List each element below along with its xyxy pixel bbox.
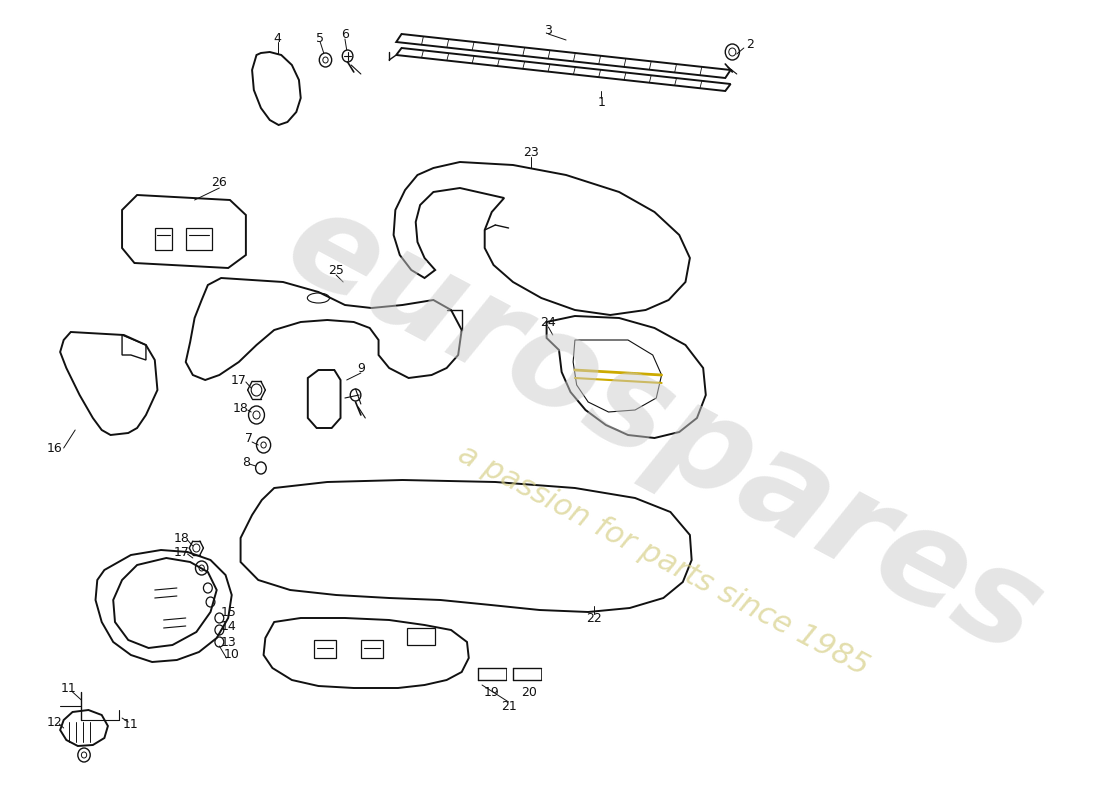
Text: a passion for parts since 1985: a passion for parts since 1985	[453, 439, 873, 681]
Text: 9: 9	[356, 362, 365, 374]
Text: 2: 2	[746, 38, 754, 51]
Text: 13: 13	[220, 635, 236, 649]
Text: 11: 11	[123, 718, 139, 731]
Text: 15: 15	[220, 606, 236, 618]
Text: 12: 12	[47, 715, 63, 729]
Text: 21: 21	[500, 699, 516, 713]
Text: 4: 4	[274, 31, 282, 45]
Text: 25: 25	[328, 263, 344, 277]
Text: 10: 10	[223, 649, 240, 662]
Text: 23: 23	[522, 146, 539, 158]
Text: 18: 18	[174, 531, 189, 545]
Text: 3: 3	[544, 23, 552, 37]
Text: 17: 17	[174, 546, 189, 558]
Text: eurospares: eurospares	[265, 178, 1062, 682]
Text: 26: 26	[211, 177, 228, 190]
Text: 5: 5	[316, 31, 324, 45]
Text: 20: 20	[521, 686, 537, 698]
Text: 18: 18	[232, 402, 249, 414]
Text: 11: 11	[62, 682, 77, 694]
Text: 6: 6	[341, 29, 349, 42]
Text: 24: 24	[540, 315, 557, 329]
Text: 16: 16	[47, 442, 63, 454]
Text: 19: 19	[484, 686, 499, 698]
Text: 14: 14	[220, 621, 236, 634]
Text: 7: 7	[245, 431, 253, 445]
Text: 22: 22	[586, 611, 602, 625]
Text: 1: 1	[597, 95, 605, 109]
Text: 8: 8	[242, 455, 250, 469]
Text: 17: 17	[231, 374, 246, 386]
